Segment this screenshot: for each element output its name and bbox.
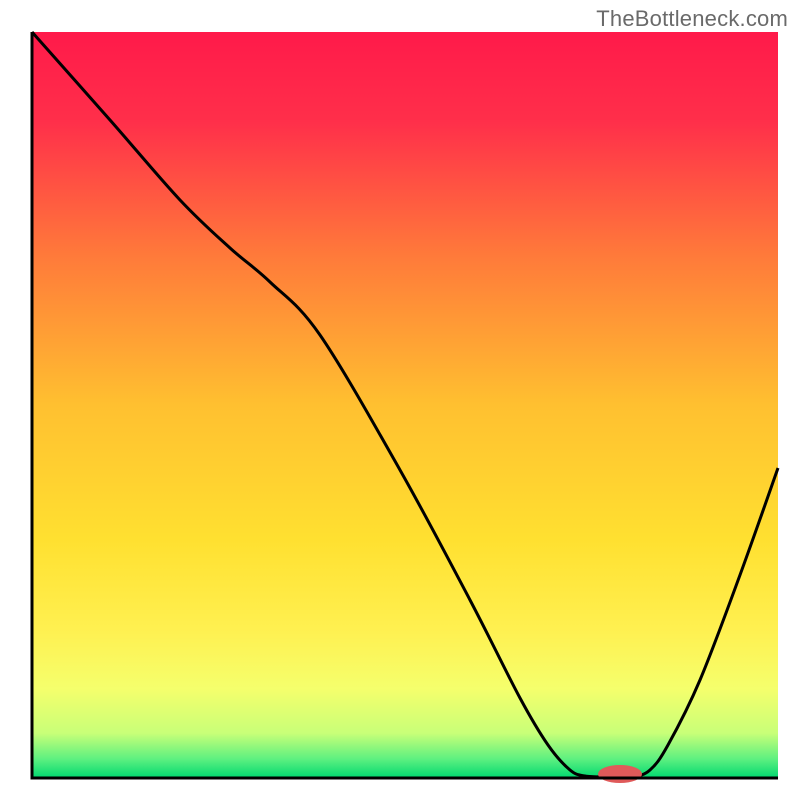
watermark-text: TheBottleneck.com	[596, 6, 788, 32]
chart-container: TheBottleneck.com	[0, 0, 800, 800]
chart-background	[32, 32, 778, 778]
bottleneck-chart	[0, 0, 800, 800]
minimum-marker	[598, 765, 642, 783]
